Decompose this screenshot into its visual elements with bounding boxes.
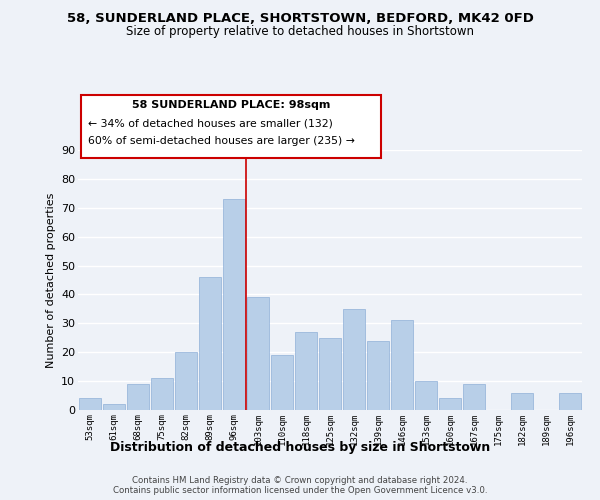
Bar bbox=[271, 355, 293, 410]
Bar bbox=[175, 352, 197, 410]
Text: 60% of semi-detached houses are larger (235) →: 60% of semi-detached houses are larger (… bbox=[88, 136, 355, 146]
Bar bbox=[79, 398, 101, 410]
Text: ← 34% of detached houses are smaller (132): ← 34% of detached houses are smaller (13… bbox=[88, 119, 333, 129]
Text: Size of property relative to detached houses in Shortstown: Size of property relative to detached ho… bbox=[126, 25, 474, 38]
Text: 58, SUNDERLAND PLACE, SHORTSTOWN, BEDFORD, MK42 0FD: 58, SUNDERLAND PLACE, SHORTSTOWN, BEDFOR… bbox=[67, 12, 533, 26]
Bar bbox=[295, 332, 317, 410]
Bar bbox=[103, 404, 125, 410]
Bar bbox=[391, 320, 413, 410]
Y-axis label: Number of detached properties: Number of detached properties bbox=[46, 192, 56, 368]
Bar bbox=[151, 378, 173, 410]
Bar bbox=[223, 199, 245, 410]
Bar bbox=[415, 381, 437, 410]
Bar bbox=[319, 338, 341, 410]
Text: Contains public sector information licensed under the Open Government Licence v3: Contains public sector information licen… bbox=[113, 486, 487, 495]
Bar bbox=[439, 398, 461, 410]
Text: 58 SUNDERLAND PLACE: 98sqm: 58 SUNDERLAND PLACE: 98sqm bbox=[132, 100, 330, 110]
Bar bbox=[199, 277, 221, 410]
Bar bbox=[343, 309, 365, 410]
Text: Contains HM Land Registry data © Crown copyright and database right 2024.: Contains HM Land Registry data © Crown c… bbox=[132, 476, 468, 485]
Bar bbox=[463, 384, 485, 410]
Bar bbox=[247, 298, 269, 410]
Bar bbox=[127, 384, 149, 410]
Bar bbox=[511, 392, 533, 410]
Bar bbox=[559, 392, 581, 410]
Bar bbox=[367, 340, 389, 410]
Text: Distribution of detached houses by size in Shortstown: Distribution of detached houses by size … bbox=[110, 441, 490, 454]
